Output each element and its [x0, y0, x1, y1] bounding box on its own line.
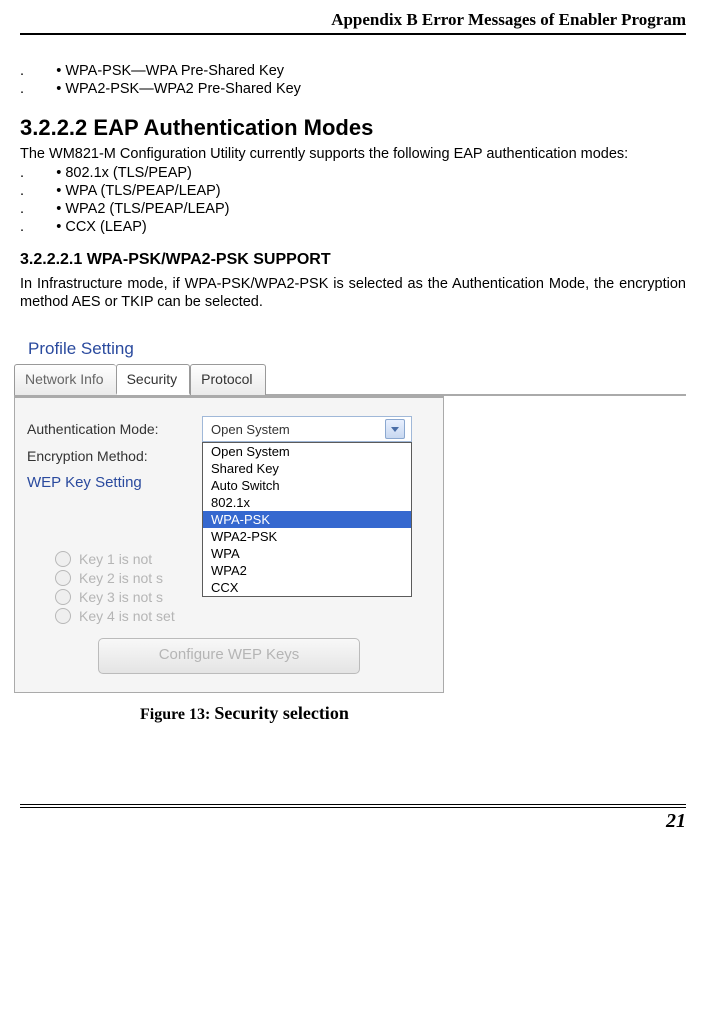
bullet-item: . • WPA2 (TLS/PEAP/LEAP) — [20, 201, 686, 217]
sub-body: In Infrastructure mode, if WPA-PSK/WPA2-… — [20, 275, 686, 311]
section-heading: 3.2.2.2 EAP Authentication Modes — [20, 115, 686, 141]
eap-bullets: . • 802.1x (TLS/PEAP) . • WPA (TLS/PEAP/… — [20, 165, 686, 235]
wep-key-label: Key 1 is not — [79, 551, 152, 567]
wep-key-row: Key 4 is not set — [55, 608, 431, 624]
auth-option[interactable]: WPA2 — [203, 562, 411, 579]
top-bullets: . • WPA-PSK—WPA Pre-Shared Key . • WPA2-… — [20, 63, 686, 97]
figure-title: Security selection — [214, 703, 348, 723]
radio-icon[interactable] — [55, 608, 71, 624]
bullet-item: . • WPA-PSK—WPA Pre-Shared Key — [20, 63, 686, 79]
wep-key-label: Key 3 is not s — [79, 589, 163, 605]
wep-key-label: Key 2 is not s — [79, 570, 163, 586]
bullet-item: . • WPA2-PSK—WPA2 Pre-Shared Key — [20, 81, 686, 97]
auth-mode-dropdown[interactable]: Open System — [202, 416, 412, 442]
chevron-down-icon[interactable] — [385, 419, 405, 439]
auth-mode-options[interactable]: Open System Shared Key Auto Switch 802.1… — [202, 442, 412, 597]
bullet-item: . • CCX (LEAP) — [20, 219, 686, 235]
wep-key-label: Key 4 is not set — [79, 608, 175, 624]
radio-icon[interactable] — [55, 551, 71, 567]
sub-heading: 3.2.2.2.1 WPA-PSK/WPA2-PSK SUPPORT — [20, 251, 686, 269]
radio-icon[interactable] — [55, 570, 71, 586]
tab-security[interactable]: Security — [116, 364, 191, 395]
auth-option[interactable]: Shared Key — [203, 460, 411, 477]
section-body: The WM821-M Configuration Utility curren… — [20, 145, 686, 163]
profile-title: Profile Setting — [28, 339, 686, 359]
bullet-item: . • WPA (TLS/PEAP/LEAP) — [20, 183, 686, 199]
page-number: 21 — [20, 804, 686, 833]
figure-number: Figure 13: — [140, 706, 214, 723]
auth-mode-label: Authentication Mode: — [27, 421, 202, 437]
auth-option[interactable]: Auto Switch — [203, 477, 411, 494]
radio-icon[interactable] — [55, 589, 71, 605]
auth-option[interactable]: WPA — [203, 545, 411, 562]
tabs-bar: Network Info Security Protocol — [14, 363, 686, 396]
security-panel: Authentication Mode: Open System Open Sy… — [14, 396, 444, 693]
auth-option[interactable]: Open System — [203, 443, 411, 460]
bullet-item: . • 802.1x (TLS/PEAP) — [20, 165, 686, 181]
auth-option[interactable]: WPA2-PSK — [203, 528, 411, 545]
configure-wep-button[interactable]: Configure WEP Keys — [98, 638, 360, 674]
auth-option-selected[interactable]: WPA-PSK — [203, 511, 411, 528]
tab-protocol[interactable]: Protocol — [190, 364, 265, 395]
page-header: Appendix B Error Messages of Enabler Pro… — [20, 10, 686, 35]
tab-network-info[interactable]: Network Info — [14, 364, 116, 395]
figure-caption: Figure 13: Security selection — [140, 703, 686, 724]
auth-mode-selected: Open System — [211, 422, 290, 437]
encryption-label: Encryption Method: — [27, 448, 202, 464]
screenshot-figure: Profile Setting Network Info Security Pr… — [14, 339, 686, 693]
auth-option[interactable]: CCX — [203, 579, 411, 596]
auth-option[interactable]: 802.1x — [203, 494, 411, 511]
